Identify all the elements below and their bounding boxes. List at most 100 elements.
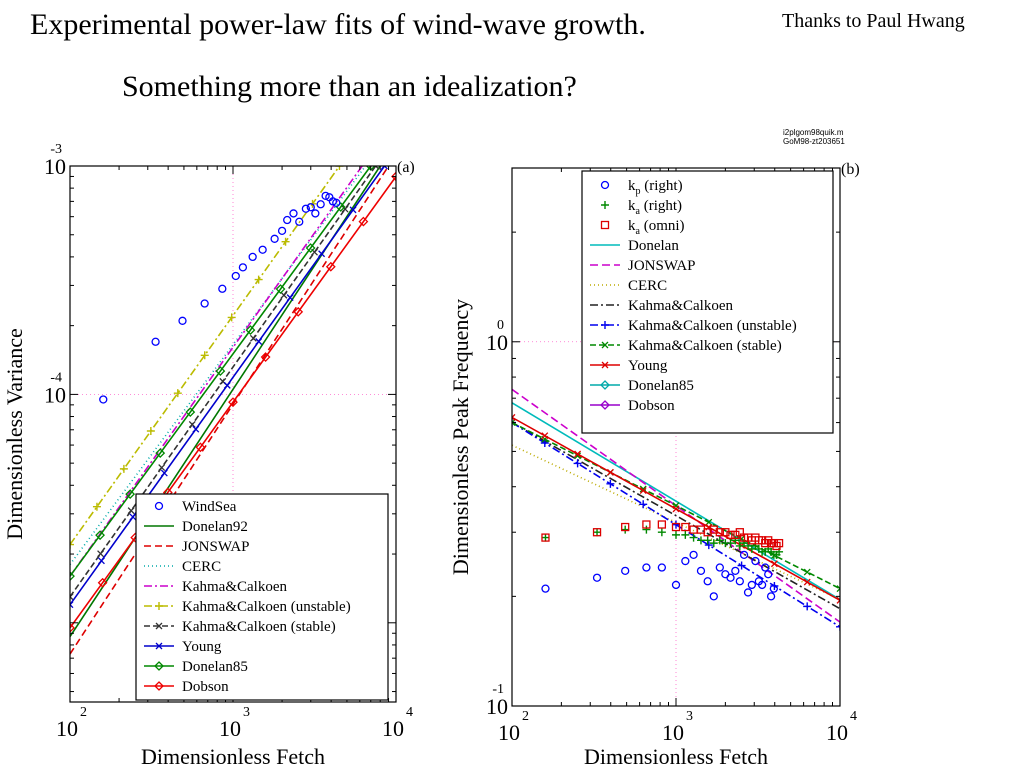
- panelb-data-point: [743, 588, 753, 597]
- panelb-series-marker: [639, 487, 647, 495]
- panelb-data-point: [735, 577, 744, 586]
- panela-legend-label: Donelan85: [182, 659, 248, 675]
- panelb-y-tick-label: 10: [486, 330, 508, 355]
- panela-series-marker: [97, 577, 108, 588]
- panelb-data-point: [657, 520, 667, 529]
- panelb-series-marker: [836, 596, 840, 604]
- panelb-data-point: [735, 541, 744, 550]
- panelb-data-point: [709, 539, 718, 548]
- panelb-data-point: [689, 550, 698, 560]
- panelb-data-point: [681, 556, 690, 566]
- panela-data-point: [231, 271, 240, 281]
- panela-series-marker: [381, 166, 388, 170]
- panelb-data-point: [671, 522, 681, 532]
- panela-x-tick-exponent: 3: [243, 705, 250, 720]
- panelb-data-point: [592, 573, 602, 582]
- file-stamp-line2: GoM98-zt203651: [783, 137, 845, 146]
- panela-legend-marker: [154, 501, 164, 511]
- panelb-data-point: [715, 563, 724, 572]
- panela-data-point: [289, 209, 298, 218]
- panelb-series-marker: [737, 561, 746, 570]
- panelb-data-point: [672, 530, 680, 539]
- panelb-legend-label: ka (right): [628, 198, 682, 217]
- panela-y-tick-label: 10: [44, 382, 66, 407]
- slide-title: Experimental power-law fits of wind-wave…: [30, 8, 646, 41]
- panela-series-marker: [260, 352, 271, 362]
- panela-data-point: [321, 191, 330, 201]
- panela-series-marker: [391, 171, 396, 182]
- panela-series-marker: [358, 216, 369, 227]
- panelb-data-point: [735, 528, 744, 537]
- panelb-data-point: [703, 536, 712, 545]
- panelb-legend-label: CERC: [628, 278, 667, 294]
- panelb-data-point: [726, 573, 735, 582]
- panela-series-marker: [158, 464, 166, 471]
- panela-data-point: [200, 299, 209, 308]
- panela-series-marker: [227, 313, 236, 322]
- panela-series-marker: [215, 366, 226, 377]
- panelb-series-marker: [705, 518, 713, 526]
- panelb-legend-label: Donelan: [628, 238, 679, 254]
- panelb-series-marker: [541, 432, 549, 440]
- panela-series-marker: [70, 601, 74, 609]
- panela-series-marker: [281, 237, 290, 246]
- panelb-series-line: [512, 388, 840, 623]
- panela-series-marker: [325, 261, 336, 272]
- panelb-data-point: [541, 533, 550, 542]
- panelb-series-marker: [606, 479, 615, 488]
- panela-data-point: [99, 395, 108, 404]
- panelb-legend-box: [581, 170, 834, 434]
- panelb-panel-tag: (b): [841, 161, 860, 178]
- panela-series-marker: [245, 325, 256, 335]
- panelb-data-point: [731, 536, 740, 545]
- panelb-data-point: [681, 522, 690, 532]
- panelb-series-marker: [574, 452, 582, 460]
- panelb-x-tick-exponent: 2: [522, 709, 529, 724]
- panela-series-line: [70, 166, 372, 577]
- panela-series-marker: [275, 284, 286, 294]
- panelb-legend-marker: [600, 380, 610, 390]
- panela-y-tick-label: 10: [44, 154, 66, 179]
- panelb-data-point: [766, 592, 776, 601]
- panelb-legend-marker: [600, 220, 610, 230]
- panelb-data-point: [541, 584, 550, 593]
- panelb-data-point: [715, 528, 724, 537]
- panela-legend-marker: [155, 602, 163, 610]
- panela-series-line: [70, 175, 396, 629]
- panela-y-axis-label: Dimensionless Variance: [2, 328, 27, 540]
- panelb-data-point: [592, 528, 602, 537]
- panelb-data-point: [739, 550, 749, 560]
- panela-series-marker: [97, 557, 105, 565]
- panela-series-marker: [92, 502, 101, 511]
- panela-series-marker: [155, 448, 166, 459]
- panelb-y-tick-exponent: 0: [497, 318, 504, 333]
- panela-series-marker: [192, 425, 200, 433]
- panelb-data-point: [726, 530, 735, 540]
- panelb-data-point: [774, 538, 784, 548]
- panela-data-point: [306, 203, 315, 212]
- panelb-legend-label: Kahma&Calkoen: [628, 298, 733, 314]
- panelb-legend-label: Kahma&Calkoen (unstable): [628, 318, 797, 334]
- panela-series-marker: [293, 306, 304, 317]
- panela-series-marker: [127, 507, 135, 515]
- panelb-data-point: [747, 580, 756, 590]
- panelb-legend-label: Young: [628, 358, 668, 374]
- panela-series-marker: [173, 389, 182, 398]
- panelb-series-marker: [672, 520, 680, 529]
- panelb-data-point: [751, 556, 760, 566]
- panelb-data-point: [657, 563, 667, 572]
- panelb-series-line: [512, 444, 840, 601]
- panelb-series-marker: [836, 622, 840, 631]
- panelb-data-point: [757, 580, 767, 590]
- panela-series-marker: [255, 338, 263, 345]
- panela-series-marker: [280, 291, 288, 299]
- panela-series-marker: [70, 571, 75, 582]
- panelb-data-point: [642, 525, 651, 534]
- panelb-x-tick-exponent: 3: [686, 709, 693, 724]
- panela-series-marker: [70, 540, 74, 549]
- panelb-data-point: [715, 536, 724, 545]
- panela-panel-tag: (a): [397, 159, 415, 176]
- panela-data-point: [248, 252, 257, 262]
- panelb-data-point: [726, 539, 735, 548]
